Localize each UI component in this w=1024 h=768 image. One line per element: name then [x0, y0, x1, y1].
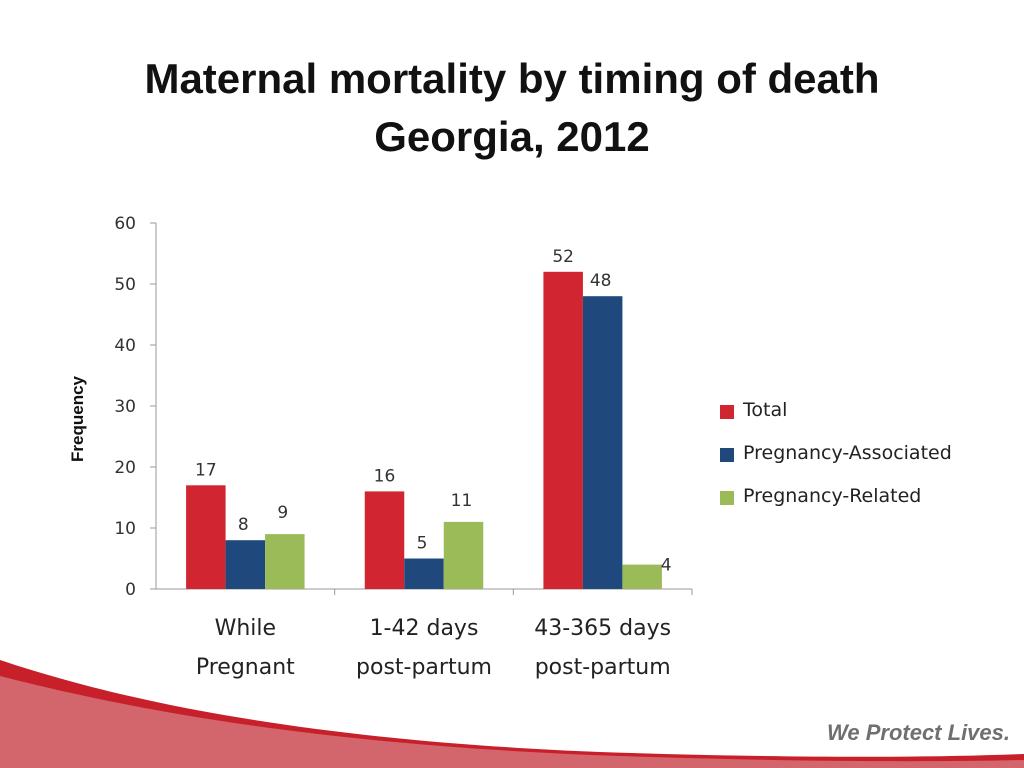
- legend-item: Total: [720, 388, 952, 431]
- data-label: 52: [552, 247, 574, 267]
- slogan: We Protect Lives.: [827, 720, 1010, 745]
- data-label: 9: [277, 503, 288, 523]
- data-label: 11: [451, 491, 473, 511]
- footer-swoosh-highlight: [0, 676, 1024, 768]
- legend-label: Total: [743, 398, 788, 421]
- chart-legend: Total Pregnancy-Associated Pregnancy-Relat…: [720, 388, 952, 517]
- y-tick-label: 20: [114, 458, 136, 478]
- legend-swatch: [720, 447, 734, 462]
- y-tick-label: 40: [114, 336, 136, 356]
- bar-total-1: [364, 491, 405, 589]
- data-label: 17: [195, 460, 217, 480]
- bar-pregnancy-associated-1: [404, 558, 444, 589]
- data-label: 8: [238, 515, 249, 535]
- bar-pregnancy-related-2: [622, 564, 662, 589]
- data-label: 5: [417, 534, 428, 554]
- slide-title: Maternal mortality by timing of death Ge…: [0, 50, 1024, 166]
- bar-total-0: [186, 485, 226, 589]
- data-label: 4: [661, 556, 672, 576]
- y-tick-label: 0: [125, 580, 136, 600]
- legend-item: Pregnancy-Related: [720, 474, 952, 517]
- slide-title-line-2: Georgia, 2012: [374, 113, 650, 160]
- slide-title-line-1: Maternal mortality by timing of death: [144, 55, 880, 102]
- y-axis-label: Frequency: [68, 375, 87, 462]
- y-tick-label: 50: [114, 275, 136, 295]
- data-label: 16: [374, 466, 396, 486]
- bar-pregnancy-associated-0: [225, 540, 266, 589]
- legend-label: Pregnancy-Related: [743, 484, 922, 507]
- data-label: 48: [590, 271, 612, 291]
- x-category-label: Pregnant: [196, 655, 295, 680]
- legend-item: Pregnancy-Associated: [720, 431, 952, 474]
- bar-total-2: [543, 271, 583, 589]
- bar-pregnancy-associated-2: [582, 296, 623, 589]
- legend-swatch: [720, 490, 734, 505]
- x-category-label: post-partum: [535, 655, 671, 680]
- legend-label: Pregnancy-Associated: [743, 441, 952, 464]
- y-tick-label: 60: [114, 214, 136, 234]
- bar-pregnancy-related-0: [265, 534, 305, 589]
- x-category-label: While: [215, 616, 276, 641]
- bar-pregnancy-related-1: [443, 521, 484, 589]
- x-category-label: post-partum: [356, 655, 492, 680]
- x-category-label: 43-365 days: [534, 616, 671, 641]
- y-tick-label: 10: [114, 519, 136, 539]
- footer-swoosh-red: [0, 660, 1024, 768]
- legend-swatch: [720, 404, 734, 419]
- y-tick-label: 30: [114, 397, 136, 417]
- x-category-label: 1-42 days: [370, 616, 479, 641]
